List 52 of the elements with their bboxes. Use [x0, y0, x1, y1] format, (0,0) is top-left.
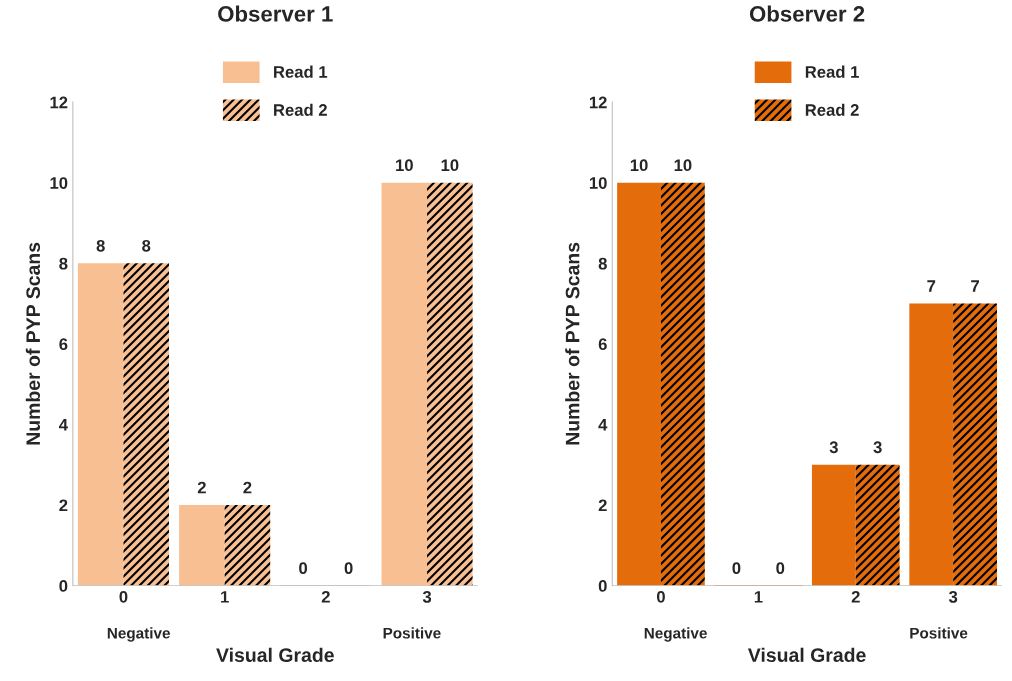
x-tick-label: 2 [321, 590, 330, 603]
data-label: 2 [197, 481, 206, 494]
data-label: 7 [927, 280, 936, 292]
data-label: 10 [630, 159, 648, 172]
chart-title: Observer 1 [218, 5, 333, 22]
data-label: 0 [299, 562, 308, 575]
x-tick-label: 3 [948, 590, 958, 603]
x-tick-label: 2 [851, 590, 860, 603]
data-label: 7 [971, 280, 979, 292]
y-tick-label: 10 [50, 177, 68, 189]
data-label: 10 [674, 159, 692, 172]
x-tick-label: 3 [422, 590, 432, 603]
text: Positive [383, 627, 441, 639]
data-label: 10 [396, 159, 413, 172]
text: Negative [644, 627, 707, 642]
data-label: 10 [441, 159, 459, 172]
chart-title: Observer 2 [749, 5, 865, 22]
y-axis-title: Number of PYP Scans [25, 242, 41, 445]
y-tick-label: 6 [598, 338, 607, 351]
text: Negative [107, 627, 170, 642]
data-label: 8 [96, 239, 105, 252]
data-label: 2 [243, 481, 252, 494]
y-tick-label: 2 [598, 499, 607, 512]
y-tick-label: 4 [598, 419, 608, 431]
data-label: 3 [873, 441, 882, 454]
y-tick-label: 12 [589, 96, 607, 109]
legend-label: Read 2 [274, 103, 327, 116]
legend-label: Read 2 [805, 103, 859, 116]
y-tick-label: 6 [59, 338, 68, 351]
y-tick-label: 4 [58, 419, 68, 431]
y-tick-label: 0 [59, 580, 68, 592]
x-tick-label: 1 [221, 591, 229, 603]
y-tick-label: 2 [59, 499, 68, 512]
data-label: 0 [344, 562, 353, 575]
x-tick-label: 1 [754, 591, 763, 603]
legend-label: Read 1 [274, 65, 328, 78]
x-tick-label: 0 [656, 590, 665, 603]
legend-label: Read 1 [805, 65, 859, 78]
y-tick-label: 0 [598, 580, 607, 592]
data-label: 0 [732, 562, 741, 575]
x-axis-title: Visual Grade [747, 647, 866, 663]
data-label: 0 [776, 562, 785, 575]
data-label: 3 [829, 441, 838, 454]
y-tick-label: 8 [59, 257, 68, 270]
data-label: 8 [142, 239, 151, 252]
y-tick-label: 12 [50, 96, 68, 109]
y-tick-label: 10 [589, 177, 607, 189]
y-axis-title: Number of PYP Scans [565, 242, 580, 445]
x-axis-title: Visual Grade [216, 647, 334, 663]
text: Positive [910, 627, 968, 639]
y-tick-label: 8 [598, 257, 607, 270]
x-tick-label: 0 [119, 590, 128, 603]
